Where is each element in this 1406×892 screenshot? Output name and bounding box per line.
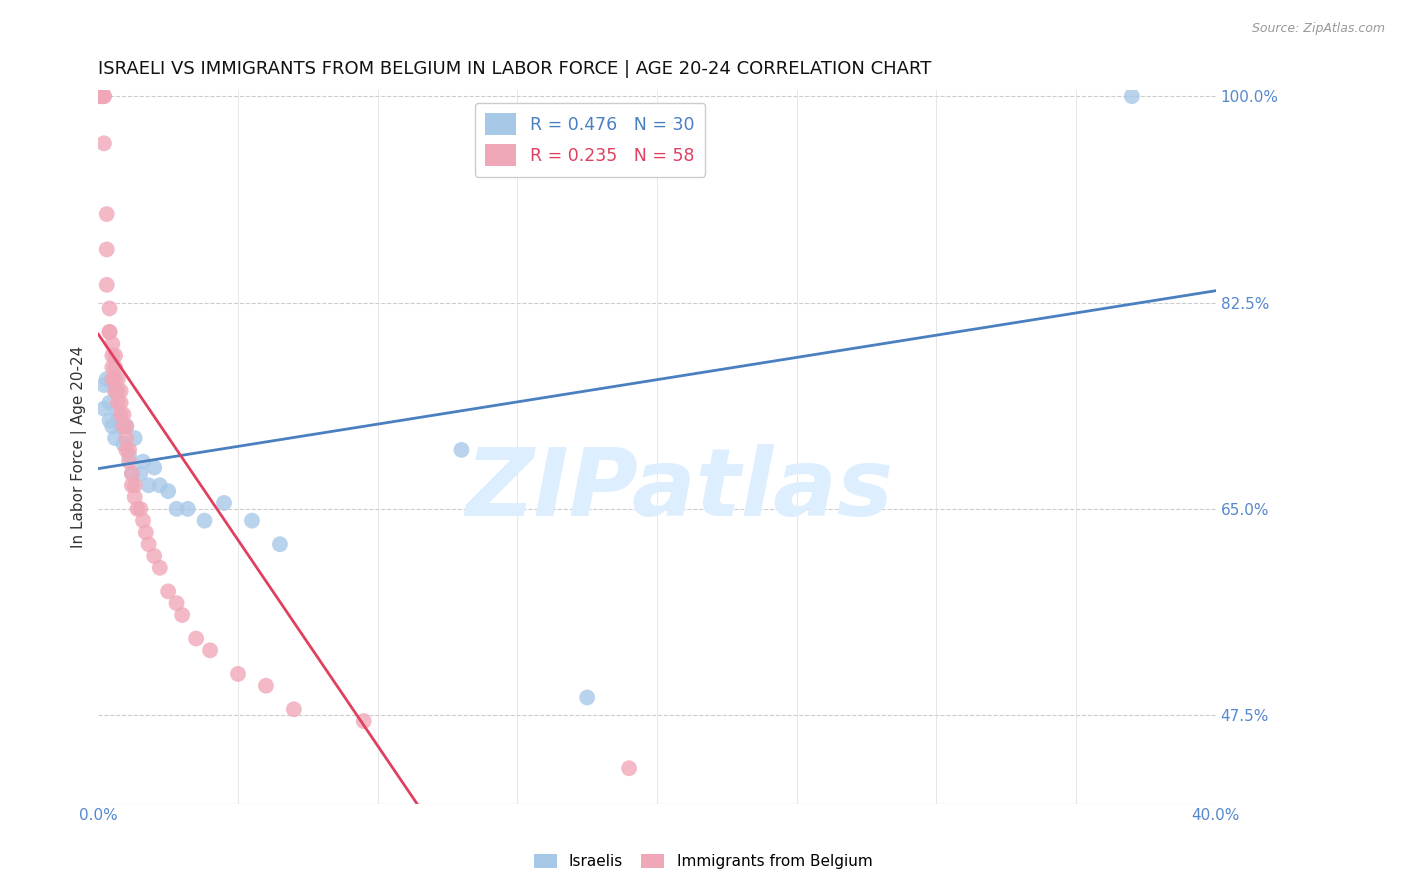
Point	[129, 501, 152, 516]
Point	[166, 596, 188, 610]
Point	[121, 478, 143, 492]
Point	[96, 372, 118, 386]
Point	[172, 607, 194, 622]
Point	[93, 401, 115, 416]
Point	[177, 501, 200, 516]
Point	[101, 336, 124, 351]
Point	[617, 761, 640, 775]
Point	[269, 537, 291, 551]
Legend: Israelis, Immigrants from Belgium: Israelis, Immigrants from Belgium	[527, 848, 879, 875]
Point	[450, 442, 472, 457]
Point	[107, 395, 129, 409]
Point	[98, 325, 121, 339]
Point	[115, 431, 138, 445]
Point	[121, 467, 143, 481]
Point	[107, 372, 129, 386]
Point	[101, 360, 124, 375]
Point	[93, 89, 115, 103]
Point	[283, 702, 305, 716]
Point	[98, 301, 121, 316]
Point	[166, 501, 188, 516]
Point	[193, 514, 215, 528]
Point	[104, 372, 127, 386]
Point	[124, 490, 146, 504]
Point	[143, 460, 166, 475]
Point	[96, 243, 118, 257]
Point	[98, 413, 121, 427]
Text: ISRAELI VS IMMIGRANTS FROM BELGIUM IN LABOR FORCE | AGE 20-24 CORRELATION CHART: ISRAELI VS IMMIGRANTS FROM BELGIUM IN LA…	[98, 60, 932, 78]
Point	[101, 372, 124, 386]
Point	[157, 584, 180, 599]
Point	[104, 431, 127, 445]
Point	[124, 431, 146, 445]
Point	[112, 437, 135, 451]
Point	[124, 478, 146, 492]
Point	[104, 384, 127, 398]
Text: ZIPatlas: ZIPatlas	[465, 443, 893, 536]
Point	[115, 419, 138, 434]
Point	[129, 467, 152, 481]
Point	[121, 467, 143, 481]
Point	[184, 632, 207, 646]
Point	[101, 349, 124, 363]
Point	[112, 408, 135, 422]
Point	[149, 561, 172, 575]
Y-axis label: In Labor Force | Age 20-24: In Labor Force | Age 20-24	[72, 346, 87, 548]
Point	[212, 496, 235, 510]
Point	[1121, 89, 1143, 103]
Point	[90, 89, 112, 103]
Point	[115, 419, 138, 434]
Point	[118, 449, 141, 463]
Point	[127, 501, 149, 516]
Point	[138, 478, 160, 492]
Point	[138, 537, 160, 551]
Point	[576, 690, 599, 705]
Point	[110, 395, 132, 409]
Point	[101, 419, 124, 434]
Point	[93, 136, 115, 151]
Point	[132, 514, 155, 528]
Point	[93, 378, 115, 392]
Point	[90, 89, 112, 103]
Point	[149, 478, 172, 492]
Point	[353, 714, 375, 728]
Point	[104, 349, 127, 363]
Point	[112, 419, 135, 434]
Point	[143, 549, 166, 563]
Point	[90, 89, 112, 103]
Point	[157, 484, 180, 499]
Text: Source: ZipAtlas.com: Source: ZipAtlas.com	[1251, 22, 1385, 36]
Legend: R = 0.476   N = 30, R = 0.235   N = 58: R = 0.476 N = 30, R = 0.235 N = 58	[475, 103, 706, 177]
Point	[226, 667, 249, 681]
Point	[98, 325, 121, 339]
Point	[90, 89, 112, 103]
Point	[118, 455, 141, 469]
Point	[254, 679, 277, 693]
Point	[104, 360, 127, 375]
Point	[198, 643, 221, 657]
Point	[110, 384, 132, 398]
Point	[107, 408, 129, 422]
Point	[90, 89, 112, 103]
Point	[135, 525, 157, 540]
Point	[110, 419, 132, 434]
Point	[96, 277, 118, 292]
Point	[107, 384, 129, 398]
Point	[96, 207, 118, 221]
Point	[110, 408, 132, 422]
Point	[104, 384, 127, 398]
Point	[90, 89, 112, 103]
Point	[98, 395, 121, 409]
Point	[132, 455, 155, 469]
Point	[115, 442, 138, 457]
Point	[90, 89, 112, 103]
Point	[93, 89, 115, 103]
Point	[240, 514, 263, 528]
Point	[118, 442, 141, 457]
